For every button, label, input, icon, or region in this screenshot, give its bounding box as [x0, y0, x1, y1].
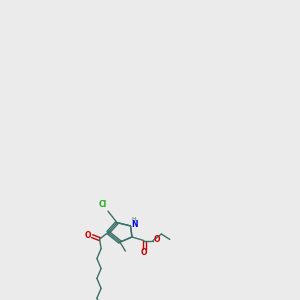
Text: O: O — [154, 236, 160, 244]
Text: O: O — [141, 248, 148, 257]
Text: N: N — [131, 220, 137, 229]
Text: Cl: Cl — [98, 200, 107, 209]
Text: O: O — [85, 231, 92, 240]
Text: H: H — [132, 218, 136, 222]
